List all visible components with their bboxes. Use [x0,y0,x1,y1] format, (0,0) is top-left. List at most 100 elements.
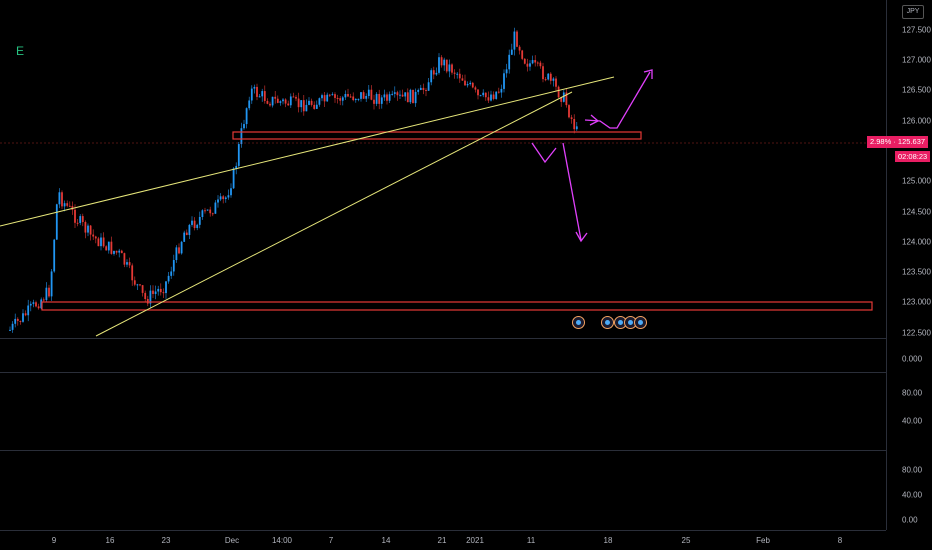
support-zone-lower[interactable] [41,301,873,311]
candle-body [425,89,427,91]
candle-body [419,87,422,90]
candle-body [466,84,469,86]
candle-body [211,213,214,215]
candle-body [544,79,547,81]
candle-body [349,96,352,98]
oscillator-pane-2[interactable] [0,372,886,451]
candle-body [131,265,134,281]
time-label: 2021 [466,536,484,545]
candle-body [331,94,334,96]
candle-body [271,96,274,106]
candle-body [399,94,401,96]
candle-body [120,250,123,254]
candle-body [323,95,326,102]
candle-body [188,224,191,235]
currency-label[interactable]: JPY [902,5,924,19]
candle-body [477,89,479,96]
candle-body [245,108,248,125]
support-zone-upper[interactable] [232,131,642,140]
candle-body [206,209,209,211]
price-tick: 126.500 [902,85,931,95]
candle-body [448,64,451,72]
candle-body [279,101,282,103]
indicator-label[interactable]: E [16,44,25,58]
candle-body [24,313,27,316]
candle-body [250,88,253,101]
candle-body [16,318,19,321]
candle-body [313,104,316,109]
candle-body [461,78,464,81]
candle-body [243,124,245,129]
main-price-pane[interactable] [0,0,886,339]
candle-body [110,241,113,254]
trendline-upper[interactable] [0,76,615,227]
candle-body [295,96,297,99]
candle-body [68,205,71,207]
candle-body [144,292,147,300]
candle-body [219,196,222,200]
time-label: 14 [381,536,391,545]
candle-body [482,92,485,96]
candle-body [341,97,344,101]
candle-body [370,89,373,100]
candle-body [50,271,53,297]
event-icon[interactable] [634,316,647,329]
candle-body [365,95,368,99]
oscillator-pane-1[interactable] [0,338,886,373]
candle-body [126,262,128,265]
candle-body [165,281,167,294]
candle-body [214,202,217,214]
candle-body [326,94,329,102]
projection-arrows [531,69,653,243]
time-label: 8 [837,536,843,545]
candle-body [74,209,76,223]
candle-body [479,95,482,97]
candle-body [393,92,396,94]
candle-body [84,222,87,233]
candle-body [500,88,503,93]
countdown-badge: 02:08:23 [895,151,931,162]
candle-body [378,93,381,104]
event-icon[interactable] [614,316,627,329]
candle-body [237,144,240,166]
candle-body [222,196,225,200]
candle-body [518,46,521,51]
event-icon[interactable] [572,316,585,329]
candle-body [562,92,565,102]
candle-body [175,247,178,261]
oscillator-pane-3[interactable] [0,450,886,531]
candle-body [269,103,271,106]
candle-body [37,306,40,309]
candle-body [513,31,516,50]
candle-body [35,302,37,307]
candle-body [560,97,563,102]
candle-body [339,98,342,101]
candle-body [334,94,336,98]
candle-body [536,62,539,64]
candle-body [565,92,568,106]
candle-body [508,54,511,70]
candle-body [183,232,186,242]
candle-body [531,60,534,64]
osc2-tick: 40.00 [902,416,923,426]
candle-body [375,93,378,104]
candle-body [542,66,544,80]
candle-body [42,299,45,301]
candle-body [172,260,175,272]
candle-body [185,232,188,235]
candle-body [568,105,570,118]
trendline-lower[interactable] [95,91,573,337]
candle-body [32,302,35,304]
candle-body [167,275,170,282]
candle-body [248,100,251,109]
time-label: 9 [51,536,57,545]
candle-body [458,73,461,79]
candle-body [263,91,266,101]
candle-body [102,237,105,247]
price-scale[interactable] [886,0,932,530]
event-icon[interactable] [601,316,614,329]
candle-body [380,97,383,104]
candle-body [300,100,303,108]
time-label: 18 [603,536,613,545]
